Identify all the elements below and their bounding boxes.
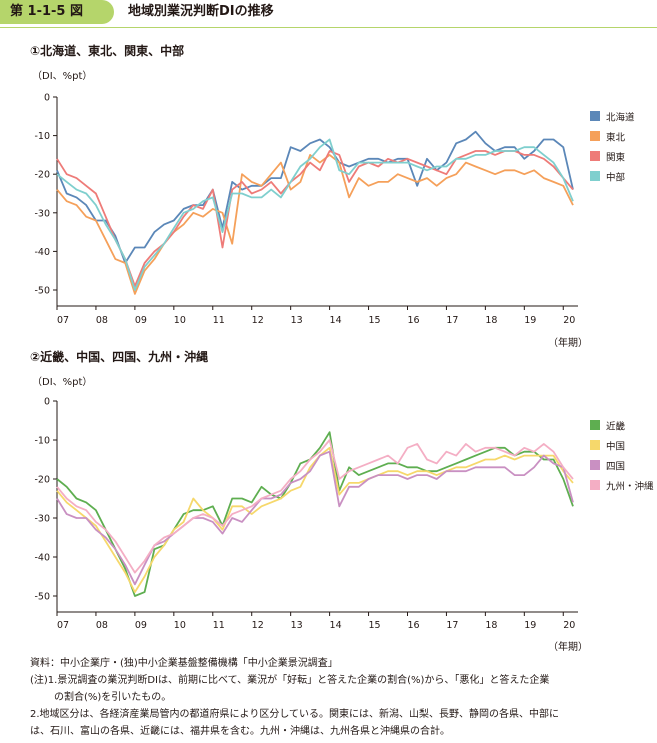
panel1-y-tick-label: -30 bbox=[34, 208, 50, 219]
panel2-x-unit: （年期） bbox=[548, 642, 588, 653]
panel2-x-tick-label: 20 bbox=[563, 620, 575, 631]
panel1-legend-label-関東: 関東 bbox=[606, 152, 626, 164]
panel1-x-tick-label: 14 bbox=[330, 315, 342, 326]
panel2-legend-label-中国: 中国 bbox=[606, 441, 625, 453]
panel2-y-tick-label: -30 bbox=[34, 514, 50, 525]
panel1-x-unit: （年期） bbox=[548, 338, 588, 349]
panel1-legend-swatch-中部 bbox=[590, 171, 600, 181]
note-2-cont: は、石川、富山の各県、近畿には、福井県を含む。九州・沖縄は、九州各県と沖縄県の合… bbox=[30, 726, 450, 737]
figure-number-badge: 第 1-1-5 図 bbox=[0, 0, 114, 24]
panel1-legend-label-北海道: 北海道 bbox=[606, 112, 635, 124]
figure-header: 第 1-1-5 図 地域別業況判断DIの推移 bbox=[0, 0, 657, 30]
panel1-y-tick-label: -10 bbox=[34, 131, 50, 142]
panel2-title: ②近畿、中国、四国、九州・沖縄 bbox=[30, 350, 209, 364]
panel1-series-line-北海道 bbox=[56, 130, 574, 264]
panel1-x-tick-label: 12 bbox=[252, 315, 264, 326]
panel1-series-line-関東 bbox=[56, 150, 574, 288]
panel2-x-tick-label: 08 bbox=[96, 620, 108, 631]
panel1-x-tick-label: 08 bbox=[96, 315, 108, 326]
panel2-legend-label-近畿: 近畿 bbox=[606, 421, 626, 433]
panel2-y-tick-label: -10 bbox=[34, 436, 50, 447]
panel2-legend-swatch-近畿 bbox=[590, 420, 600, 430]
panel2-series-line-四国 bbox=[56, 450, 574, 586]
panel2-x-tick-label: 16 bbox=[407, 620, 419, 631]
panel1-units: （DI、%pt） bbox=[32, 71, 93, 82]
panel2-y-tick-label: -50 bbox=[34, 592, 50, 603]
panel2-legend-swatch-九州・沖縄 bbox=[590, 480, 600, 490]
panel2-series-line-近畿 bbox=[56, 431, 574, 597]
panel2-x-tick-label: 19 bbox=[524, 620, 536, 631]
note-2: 2.地域区分は、各経済産業局管内の都道府県により区分している。関東には、新潟、山… bbox=[30, 709, 560, 720]
panel2-x-tick-label: 13 bbox=[291, 620, 303, 631]
panel1-y-tick-label: -50 bbox=[34, 286, 50, 297]
note-1: (注)1.景況調査の業況判断DIは、前期に比べて、業況が「好転」と答えた企業の割… bbox=[30, 675, 550, 686]
panel1-line-chart: 0 -10 -20 -30 -40 -50 07 08 09 10 11 12 13 14 15 16 17 18… bbox=[34, 93, 635, 327]
panel2-x-tick-label: 17 bbox=[446, 620, 458, 631]
panel2-legend-label-四国: 四国 bbox=[606, 462, 625, 473]
panel1-x-tick-label: 07 bbox=[57, 315, 69, 326]
panel2-x-tick-label: 07 bbox=[57, 620, 69, 631]
panel2-x-tick-label: 18 bbox=[485, 620, 497, 631]
figure-notes: 資料：中小企業庁・(独)中小企業基盤整備機構「中小企業景況調査」 (注)1.景況… bbox=[30, 655, 652, 740]
panel2-series-line-中国 bbox=[56, 446, 574, 593]
panel1-legend-swatch-東北 bbox=[590, 131, 600, 141]
panel1-x-tick-label: 20 bbox=[563, 315, 575, 326]
panel2-y-tick-label: -20 bbox=[34, 475, 50, 486]
header-divider bbox=[0, 27, 657, 28]
panel2-x-tick-label: 14 bbox=[330, 620, 342, 631]
panel1-y-tick-label: 0 bbox=[44, 93, 50, 104]
panel2-x-tick-label: 12 bbox=[252, 620, 264, 631]
panel2-legend-swatch-四国 bbox=[590, 460, 600, 470]
panel1-title: ①北海道、東北、関東、中部 bbox=[30, 44, 185, 58]
panel1-x-tick-label: 17 bbox=[446, 315, 458, 326]
panel1-x-tick-label: 16 bbox=[407, 315, 419, 326]
panel2-y-tick-label: -40 bbox=[34, 553, 50, 564]
panel2-series-line-九州・沖縄 bbox=[56, 439, 574, 574]
panel1-y-tick-label: -20 bbox=[34, 170, 50, 181]
panel2-legend-swatch-中国 bbox=[590, 440, 600, 450]
panel1-x-tick-label: 10 bbox=[174, 315, 186, 326]
panel2-x-tick-label: 11 bbox=[213, 620, 225, 631]
panel2-y-tick-label: 0 bbox=[44, 397, 50, 408]
panel1-series-line-東北 bbox=[56, 153, 574, 295]
panel2-legend-label-九州・沖縄: 九州・沖縄 bbox=[606, 481, 654, 493]
panel2-units: （DI、%pt） bbox=[32, 377, 93, 388]
panel2-line-chart: 0 -10 -20 -30 -40 -50 07 08 09 10 11 12 13 14 15 16 17 18… bbox=[34, 397, 654, 632]
source-note: 資料：中小企業庁・(独)中小企業基盤整備機構「中小企業景況調査」 bbox=[30, 658, 338, 669]
figure-title: 地域別業況判断DIの推移 bbox=[128, 4, 274, 19]
panel1-series-line-中部 bbox=[56, 138, 574, 291]
panel1-x-tick-label: 11 bbox=[213, 315, 225, 326]
panel1-x-tick-label: 09 bbox=[135, 315, 147, 326]
panel2-x-tick-label: 10 bbox=[174, 620, 186, 631]
note-1-cont: の割合(%)を引いたもの。 bbox=[54, 692, 172, 703]
panel1-legend-swatch-関東 bbox=[590, 151, 600, 161]
panel1-x-tick-label: 19 bbox=[524, 315, 536, 326]
panel1-legend-swatch-北海道 bbox=[590, 111, 600, 121]
panel1-legend-label-東北: 東北 bbox=[606, 132, 626, 144]
panel1-x-tick-label: 18 bbox=[485, 315, 497, 326]
panel1-y-tick-label: -40 bbox=[34, 247, 50, 258]
panel1-legend-label-中部: 中部 bbox=[606, 172, 625, 184]
panel2-x-tick-label: 09 bbox=[135, 620, 147, 631]
panel1-x-tick-label: 13 bbox=[291, 315, 303, 326]
panel1-x-tick-label: 15 bbox=[369, 315, 381, 326]
panel2-x-tick-label: 15 bbox=[369, 620, 381, 631]
